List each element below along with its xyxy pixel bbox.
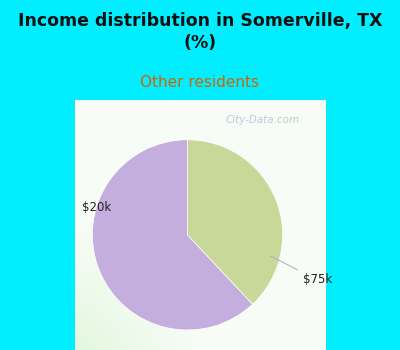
Text: City-Data.com: City-Data.com	[226, 115, 300, 125]
Text: Other residents: Other residents	[140, 75, 260, 90]
Text: $75k: $75k	[271, 256, 332, 286]
Wedge shape	[188, 140, 282, 304]
Text: Income distribution in Somerville, TX
(%): Income distribution in Somerville, TX (%…	[18, 12, 382, 52]
Wedge shape	[92, 140, 252, 330]
Text: $20k: $20k	[82, 201, 117, 221]
